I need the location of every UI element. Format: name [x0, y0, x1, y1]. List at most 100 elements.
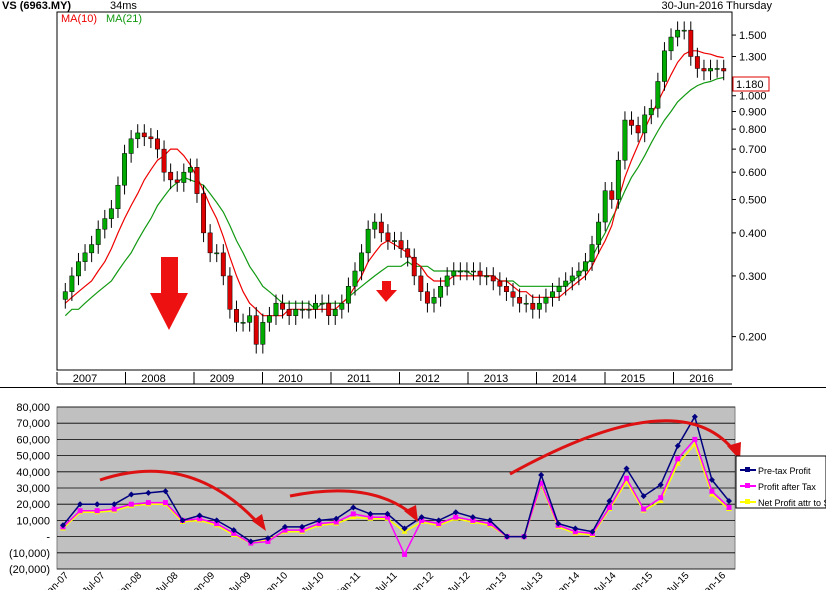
price-plot-frame [56, 11, 733, 371]
candle [102, 209, 108, 239]
candle [484, 267, 490, 286]
candle [76, 252, 81, 286]
profit-point [709, 488, 715, 494]
profit-xtick-label: Jan-10 [261, 570, 291, 590]
price-xtick-label: 2013 [484, 373, 508, 385]
profit-point [179, 517, 186, 524]
profit-point [521, 533, 528, 540]
profit-xtick-label: Jul-14 [592, 570, 619, 590]
candle [662, 42, 667, 91]
candle [536, 294, 542, 319]
candle [122, 144, 127, 195]
profit-point [94, 501, 101, 508]
profit-point [572, 525, 579, 532]
charts-divider [0, 387, 826, 388]
profit-point [469, 514, 476, 521]
profit-point [418, 514, 425, 521]
candle [596, 213, 602, 254]
profit-point [453, 514, 459, 520]
profit-ytick-label: 80,000 [16, 402, 50, 414]
price-xtick-label: 2015 [621, 373, 645, 385]
profit-xtick-label: Jul-11 [373, 570, 400, 590]
candle [220, 244, 226, 286]
profit-point [504, 533, 510, 540]
profit-point [145, 500, 151, 506]
profit-point [350, 504, 357, 511]
profit-point [231, 530, 237, 536]
profit-ytick-label: 30,000 [16, 483, 50, 495]
profit-ytick-label: 40,000 [16, 467, 50, 479]
profit-point [316, 517, 323, 524]
profit-point [111, 506, 117, 512]
candle [95, 220, 101, 254]
profit-point [264, 535, 271, 542]
candle [609, 182, 615, 209]
candle [293, 300, 299, 325]
profit-xtick-label: Jan-14 [553, 570, 583, 590]
candle [451, 262, 457, 286]
profit-point [538, 480, 544, 486]
candle [155, 130, 160, 159]
profit-ytick-label: (20,000) [9, 564, 50, 576]
candle [655, 72, 661, 118]
candle [550, 282, 555, 307]
profit-point [538, 472, 545, 479]
candle [89, 235, 95, 263]
profit-point [640, 493, 647, 500]
profit-point [470, 517, 476, 523]
profit-xtick-label: Jan-13 [480, 570, 510, 590]
candle [359, 244, 365, 281]
price-xtick-label: 2008 [141, 373, 165, 385]
profit-xtick-label: Jan-09 [188, 570, 218, 590]
candle [372, 213, 378, 239]
profit-xtick-label: Jan-08 [115, 570, 145, 590]
profit-point [367, 510, 374, 517]
candle [161, 140, 167, 182]
candle [569, 267, 575, 291]
candle [431, 288, 437, 313]
profit-xtick-label: Jul-15 [665, 570, 692, 590]
profit-point [487, 521, 493, 527]
price-ytick-label: 0.700 [739, 144, 767, 156]
price-ytick-label: 1.000 [739, 91, 767, 103]
candle [168, 163, 174, 190]
profit-ytick-label: 50,000 [16, 451, 50, 463]
profit-xtick-label: Jul-12 [446, 570, 473, 590]
candle [62, 282, 68, 309]
candle [438, 277, 444, 307]
candle [701, 59, 707, 81]
profit-xtick-label: Jul-07 [81, 570, 108, 590]
trend-arrow-1 [99, 469, 266, 531]
last-price-label: 1.180 [736, 79, 764, 91]
price-xtick-label: 2011 [347, 373, 371, 385]
candle [411, 248, 417, 286]
profit-point [333, 519, 339, 525]
candle [424, 282, 430, 313]
profit-point [419, 517, 425, 523]
profit-ytick-label: 70,000 [16, 418, 50, 430]
candle [135, 124, 141, 149]
profit-point [282, 527, 288, 533]
candle [648, 99, 654, 125]
profit-point [726, 504, 732, 510]
profit-point [350, 511, 356, 517]
candle [589, 235, 595, 271]
profit-series-0 [60, 413, 732, 545]
profit-point [128, 501, 134, 507]
candle [714, 59, 720, 78]
price-ytick-label: 0.200 [739, 332, 767, 344]
candle [490, 267, 496, 291]
profit-ytick-label: - [46, 532, 50, 544]
profit-point [436, 521, 442, 527]
profit-point [299, 527, 305, 533]
candle [582, 252, 588, 281]
candle [688, 21, 694, 66]
profit-point [657, 497, 664, 503]
legend-after-tax: Profit after Tax [758, 482, 816, 492]
profit-point [145, 489, 152, 496]
price-ytick-label: 1.500 [739, 30, 767, 42]
candle [306, 300, 312, 319]
profit-point [435, 517, 442, 524]
price-ytick-label: 0.600 [739, 167, 767, 179]
candle [642, 106, 648, 143]
